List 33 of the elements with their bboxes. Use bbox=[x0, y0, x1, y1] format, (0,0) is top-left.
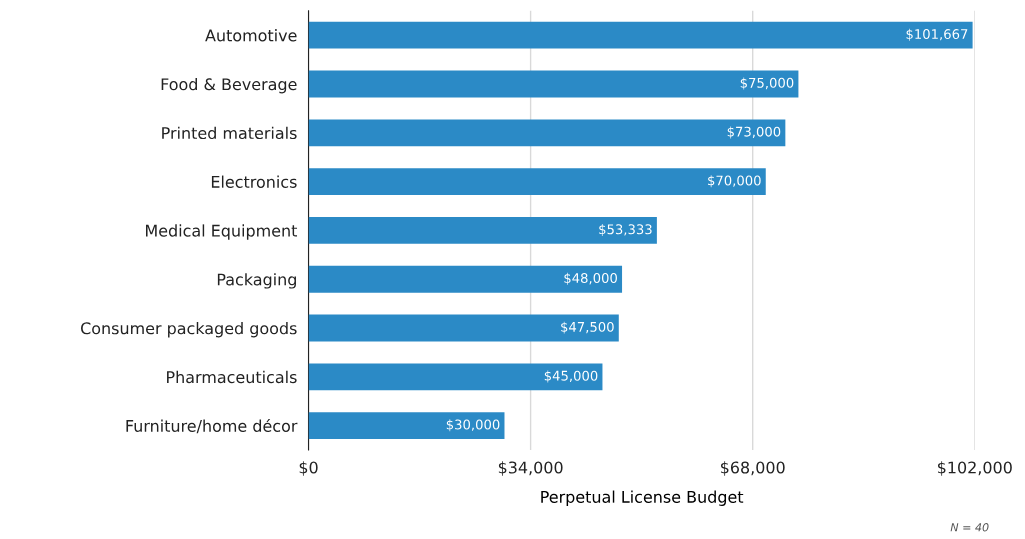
data-label: $47,500 bbox=[561, 321, 614, 334]
bar bbox=[308, 217, 657, 244]
bar bbox=[308, 168, 766, 196]
x-tick-label: $34,000 bbox=[498, 461, 563, 476]
x-axis-title: Perpetual License Budget bbox=[541, 490, 744, 506]
x-tick-label: $102,000 bbox=[937, 461, 1012, 476]
bar bbox=[308, 412, 505, 440]
bar bbox=[308, 265, 623, 293]
text: N = 40 bbox=[950, 523, 989, 532]
bar bbox=[308, 314, 619, 342]
data-label: $48,000 bbox=[564, 272, 617, 285]
data-label: $30,000 bbox=[446, 419, 500, 432]
bar bbox=[308, 363, 603, 391]
data-label: $70,000 bbox=[708, 175, 761, 188]
y-tick-label: Food & Beverage bbox=[161, 77, 297, 94]
data-label: $73,000 bbox=[727, 126, 781, 139]
data-label: $101,667 bbox=[906, 28, 968, 41]
data-label: $75,000 bbox=[740, 77, 794, 90]
y-tick-label: Electronics bbox=[211, 175, 297, 188]
y-tick-label: Packaging bbox=[217, 273, 296, 289]
x-tick-label: $68,000 bbox=[720, 461, 785, 476]
y-tick-label: Medical Equipment bbox=[146, 224, 298, 240]
y-tick-label: Automotive bbox=[205, 29, 297, 42]
y-tick-label: Consumer packaged goods bbox=[80, 321, 297, 338]
bar bbox=[308, 21, 973, 49]
y-tick-label: Printed materials bbox=[162, 126, 297, 140]
data-label: $45,000 bbox=[544, 370, 598, 383]
data-label: $53,333 bbox=[599, 224, 652, 236]
y-tick-label: Furniture/home décor bbox=[126, 418, 298, 434]
bar bbox=[308, 70, 799, 98]
y-tick-label: Pharmaceuticals bbox=[167, 370, 297, 384]
bar bbox=[308, 119, 786, 147]
x-tick-label: $0 bbox=[299, 461, 318, 476]
